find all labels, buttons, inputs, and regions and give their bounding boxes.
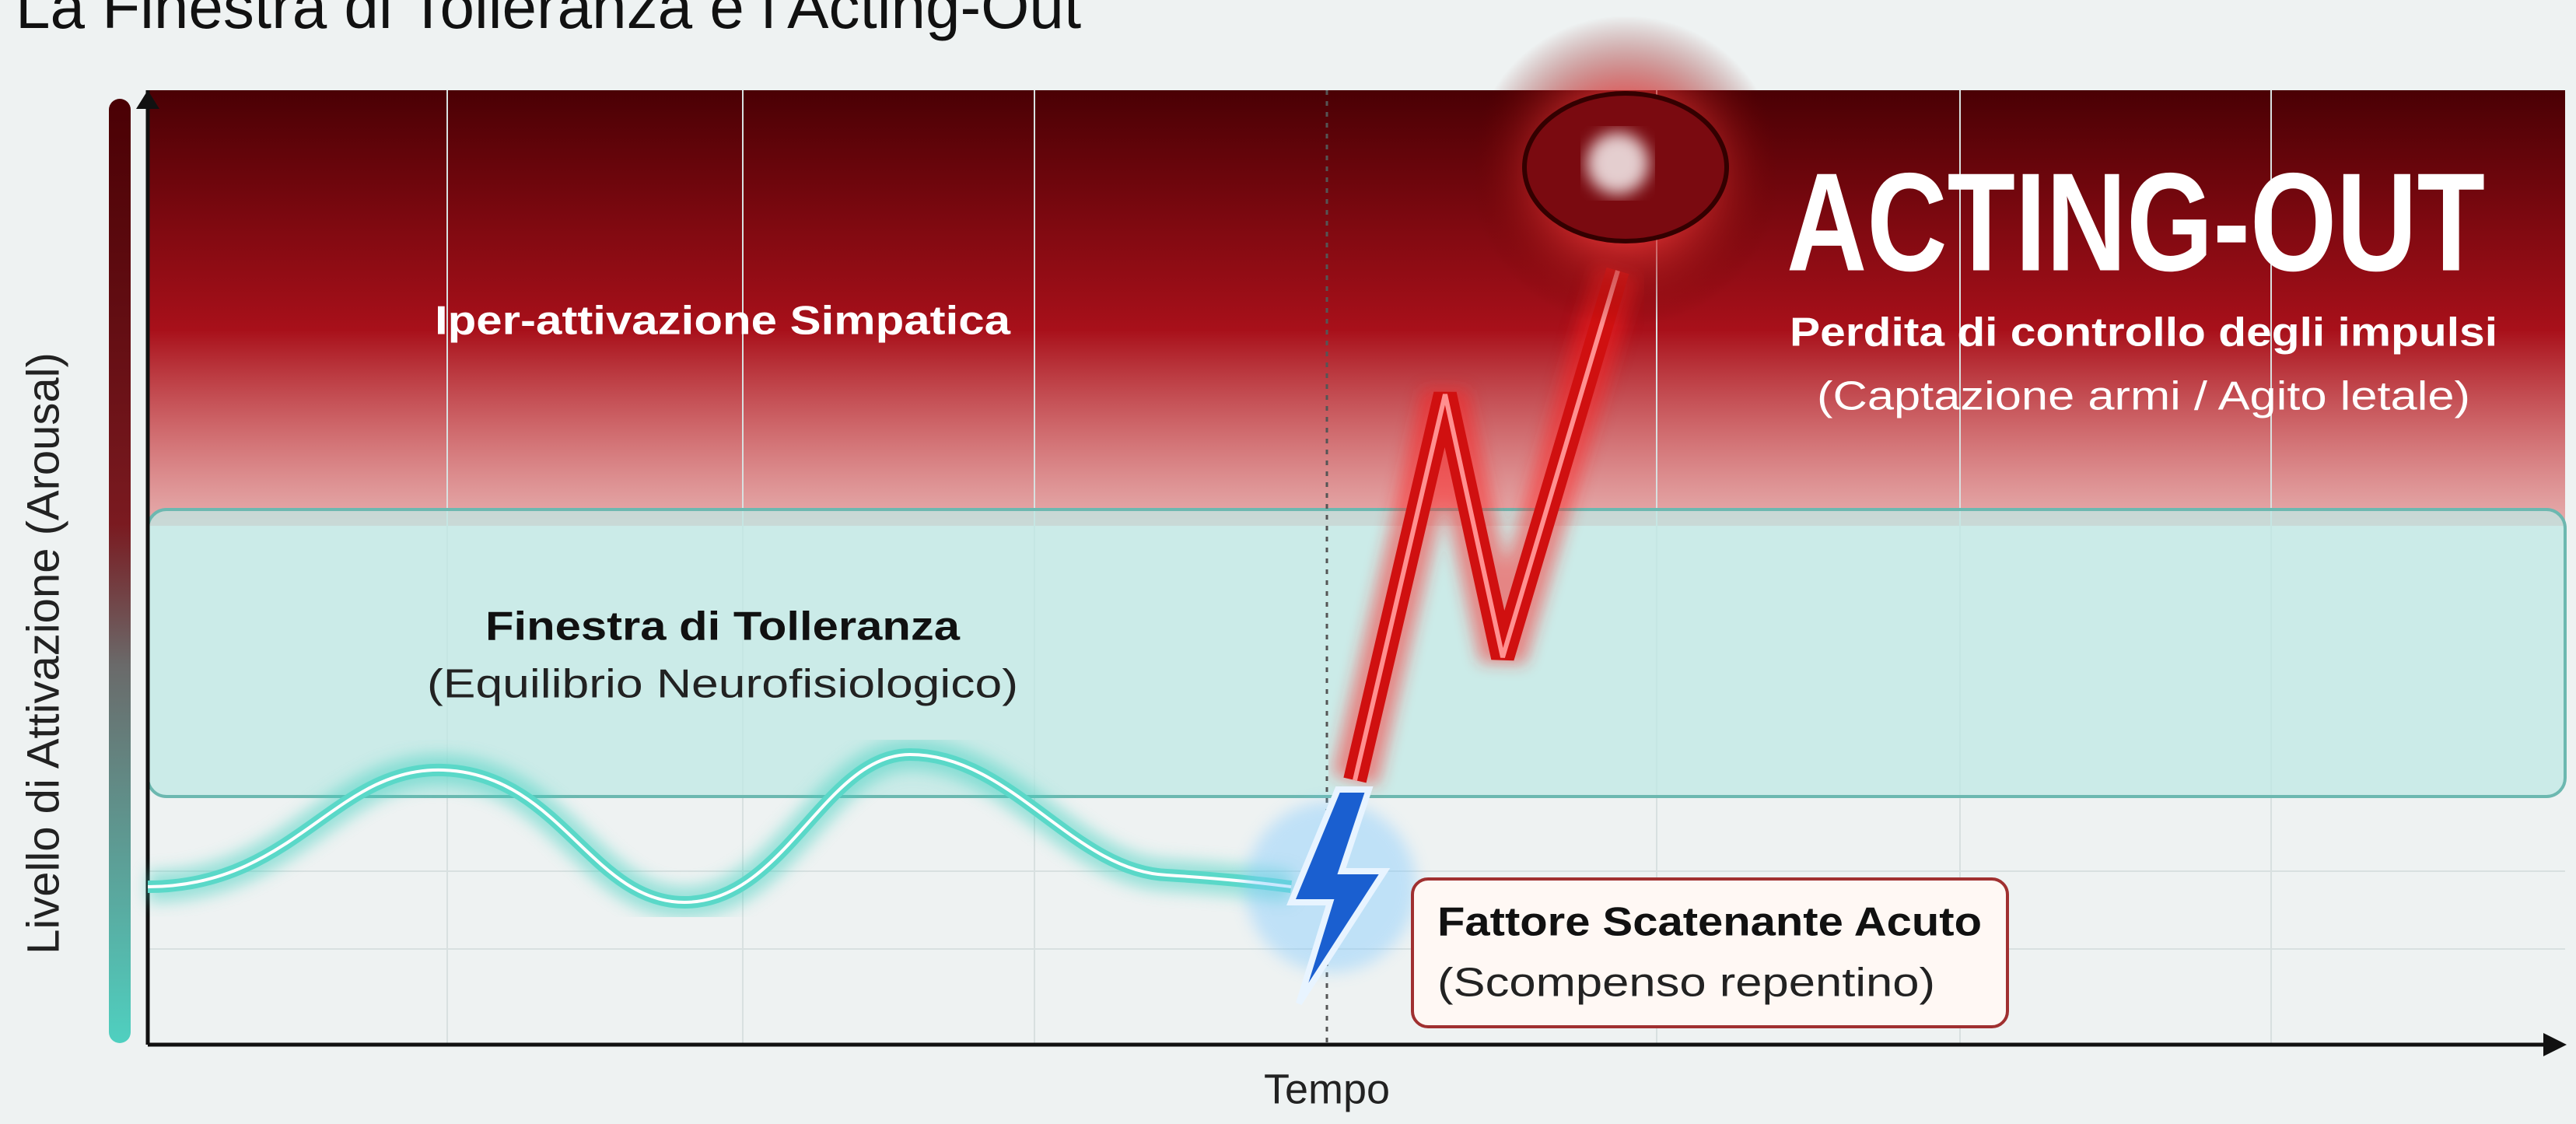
- y-label: Livello di Attivazione (Arousal): [18, 352, 68, 954]
- acting-out-label: Perdita di controllo degli impulsi: [1790, 310, 2497, 355]
- title: La Finestra di Tolleranza e l'Acting-Out: [16, 0, 1081, 41]
- x-label: Tempo: [1264, 1066, 1390, 1112]
- acting-out-title: ACTING-OUT: [1787, 145, 2485, 301]
- lightning: [1245, 790, 1416, 1003]
- y-axis-bar: [109, 99, 131, 1043]
- window-label: Finestra di Tolleranza: [485, 604, 961, 650]
- x-arrow: [2543, 1033, 2567, 1056]
- brain-core: [1587, 132, 1649, 194]
- acting-out-sublabel: (Captazione armi / Agito letale): [1817, 374, 2470, 419]
- trigger-label: Fattore Scatenante Acuto: [1437, 900, 1982, 945]
- diagram: La Finestra di Tolleranza e l'Acting-Out…: [0, 0, 2576, 1124]
- trigger-sublabel: (Scompenso repentino): [1437, 961, 1935, 1006]
- window-sublabel: (Equilibrio Neurofisiologico): [427, 662, 1018, 707]
- hyper-label: Iper-attivazione Simpatica: [435, 299, 1011, 344]
